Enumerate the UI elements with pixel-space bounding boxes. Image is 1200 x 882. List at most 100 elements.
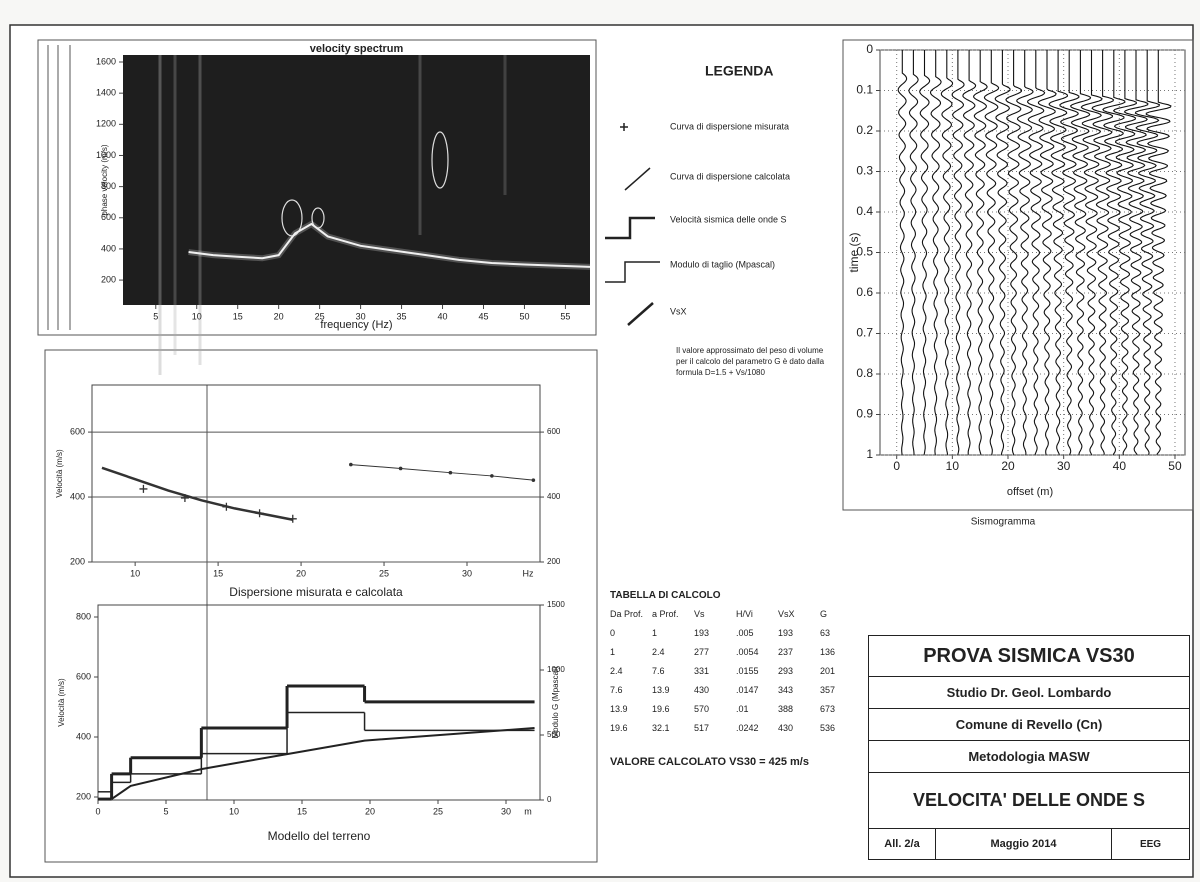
table-cell: .0155 — [736, 666, 778, 685]
table-result: VALORE CALCOLATO VS30 = 425 m/s — [610, 756, 862, 768]
legend-item: Modulo di taglio (Mpascal) — [670, 259, 775, 269]
table: Da Prof.a Prof.VsH/ViVsXG01193.005193631… — [610, 609, 862, 742]
tb-method: Metodologia MASW — [869, 741, 1189, 773]
x-unit: m — [524, 806, 532, 816]
table-cell: Vs — [694, 609, 736, 628]
x-axis-label: offset (m) — [1007, 486, 1053, 498]
y-axis-label: Velocità (m/s) — [55, 449, 64, 498]
y-tick-label: 1 — [866, 447, 873, 461]
y-axis-label: time (s) — [847, 233, 861, 273]
y-tick-label: 0.6 — [856, 285, 873, 299]
legend-item: Velocità sismica delle onde S — [670, 214, 787, 224]
x-tick-label: 30 — [462, 568, 472, 578]
y-tick-label: 0.9 — [856, 407, 873, 421]
title-block: PROVA SISMICA VS30 Studio Dr. Geol. Lomb… — [868, 635, 1190, 860]
marker-dot — [532, 478, 536, 482]
table-cell: 517 — [694, 723, 736, 742]
y2-tick-label: 0 — [547, 795, 552, 804]
y2-tick-label: 200 — [547, 557, 561, 566]
y-tick-label: 200 — [70, 556, 85, 566]
table-cell: 331 — [694, 666, 736, 685]
chart-title: velocity spectrum — [310, 43, 404, 55]
table-cell: 19.6 — [610, 723, 652, 742]
x-tick-label: 5 — [163, 806, 168, 816]
x-tick-label: 50 — [1168, 459, 1182, 473]
table-cell: a Prof. — [652, 609, 694, 628]
y-tick-label: 0.4 — [856, 204, 873, 218]
table-cell: 32.1 — [652, 723, 694, 742]
table-cell: 2.4 — [652, 647, 694, 666]
table-cell: .0054 — [736, 647, 778, 666]
x-tick-label: 30 — [501, 806, 511, 816]
y2-tick-label: 600 — [547, 427, 561, 436]
table-cell: 237 — [778, 647, 820, 666]
table-cell: 277 — [694, 647, 736, 666]
x-tick-label: 25 — [379, 568, 389, 578]
table-cell: 13.9 — [610, 704, 652, 723]
page: {"chart_data": [ {"type": "spectrum", "t… — [0, 0, 1200, 882]
tb-date: Maggio 2014 — [936, 829, 1112, 859]
table-cell: G — [820, 609, 862, 628]
table-cell: 357 — [820, 685, 862, 704]
y2-tick-label: 400 — [547, 492, 561, 501]
tb-comune: Comune di Revello (Cn) — [869, 709, 1189, 741]
legend-note: Il valore approssimato del peso di volum… — [676, 345, 826, 378]
x-tick-label: 15 — [213, 568, 223, 578]
x-tick-label: 20 — [365, 806, 375, 816]
x-tick-label: 0 — [95, 806, 100, 816]
x-axis-label: frequency (Hz) — [320, 319, 392, 331]
table-cell: .0242 — [736, 723, 778, 742]
y-tick-label: 1600 — [96, 56, 116, 66]
y2-axis-label: Modulo G (Mpascal) — [551, 666, 560, 738]
table-cell: 19.6 — [652, 704, 694, 723]
y-tick-label: 1400 — [96, 88, 116, 98]
table-cell: 63 — [820, 628, 862, 647]
table-cell: 193 — [694, 628, 736, 647]
y-tick-label: 1200 — [96, 119, 116, 129]
marker-dot — [449, 471, 453, 475]
x-tick-label: 15 — [297, 806, 307, 816]
table-cell: 7.6 — [652, 666, 694, 685]
table-cell: .005 — [736, 628, 778, 647]
table-cell: 430 — [778, 723, 820, 742]
y-tick-label: 0.1 — [856, 83, 873, 97]
tb-footer: All. 2/a Maggio 2014 EEG — [869, 829, 1189, 859]
table-cell: 0 — [610, 628, 652, 647]
y-tick-label: 0.7 — [856, 326, 873, 340]
x-tick-label: 10 — [946, 459, 960, 473]
y-tick-label: 0.2 — [856, 123, 873, 137]
table-cell: .0147 — [736, 685, 778, 704]
table-cell: .01 — [736, 704, 778, 723]
table-cell: Da Prof. — [610, 609, 652, 628]
x-tick-label: 10 — [192, 311, 202, 321]
x-tick-label: 40 — [1113, 459, 1127, 473]
y-tick-label: 400 — [101, 243, 116, 253]
tb-annex: All. 2/a — [869, 829, 936, 859]
y-tick-label: 400 — [70, 491, 85, 501]
x-tick-label: 55 — [560, 311, 570, 321]
y2-tick-label: 1500 — [547, 600, 565, 609]
table-cell: VsX — [778, 609, 820, 628]
marker-dot — [349, 463, 353, 467]
table-title: TABELLA DI CALCOLO — [610, 590, 862, 601]
tb-studio: Studio Dr. Geol. Lombardo — [869, 677, 1189, 709]
table-cell: 201 — [820, 666, 862, 685]
x-tick-label: 25 — [433, 806, 443, 816]
spectrum-background — [123, 55, 590, 305]
chart-caption: Sismogramma — [971, 517, 1036, 528]
table-cell: 193 — [778, 628, 820, 647]
x-tick-label: 20 — [1001, 459, 1015, 473]
legend-item: Curva di dispersione calcolata — [670, 171, 790, 181]
x-tick-label: 50 — [519, 311, 529, 321]
marker-dot — [490, 474, 494, 478]
tb-subject: VELOCITA' DELLE ONDE S — [869, 773, 1189, 829]
table-cell: 570 — [694, 704, 736, 723]
legend-title: LEGENDA — [705, 63, 773, 79]
y-tick-label: 400 — [76, 731, 91, 741]
